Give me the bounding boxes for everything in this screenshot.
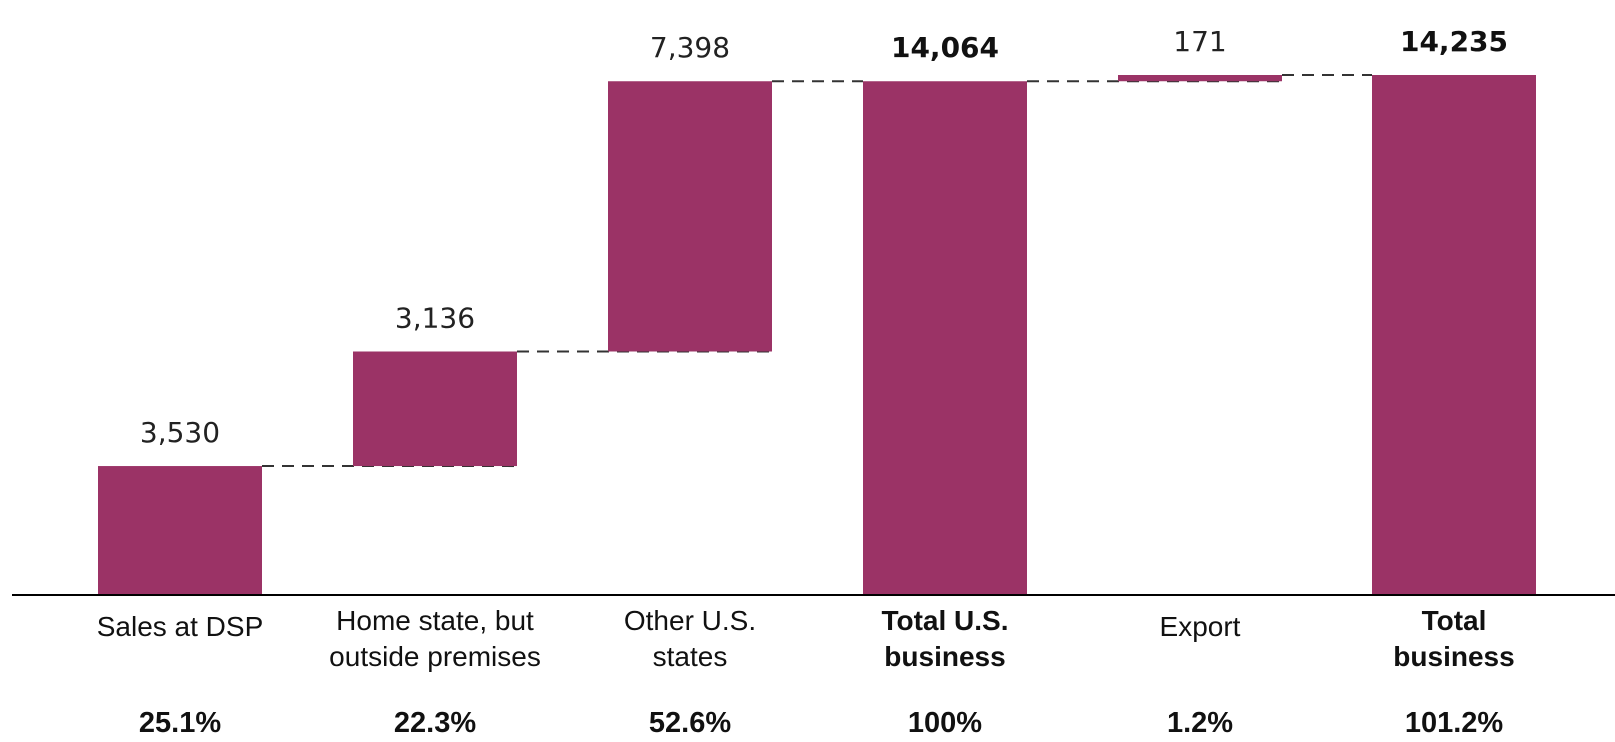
percentage-label: 100% [908, 707, 982, 739]
value-label: 7,398 [650, 31, 730, 64]
bar-2 [353, 351, 517, 467]
value-label: 14,235 [1400, 25, 1508, 58]
percentage-labels: 25.1% 22.3% 52.6% 100% 1.2% 101.2% [139, 707, 1504, 739]
bars [98, 75, 1536, 595]
value-labels: 3,530 3,136 7,398 14,064 171 14,235 [140, 25, 1508, 449]
category-label: Home state, but outside premises [329, 605, 541, 672]
category-label: Export [1160, 611, 1241, 642]
category-label: Sales at DSP [97, 611, 264, 642]
percentage-label: 1.2% [1167, 707, 1233, 739]
category-label: Total U.S. business [881, 605, 1008, 672]
value-label: 171 [1173, 25, 1226, 58]
value-label: 14,064 [891, 31, 999, 64]
percentage-label: 52.6% [649, 707, 731, 739]
bar-1 [98, 466, 262, 595]
category-label: Total business [1393, 605, 1514, 672]
bar-6 [1372, 75, 1536, 595]
value-label: 3,530 [140, 416, 220, 449]
percentage-label: 25.1% [139, 707, 221, 739]
percentage-label: 22.3% [394, 707, 476, 739]
value-label: 3,136 [395, 301, 475, 334]
bar-3 [608, 81, 772, 352]
category-label: Other U.S. states [624, 605, 756, 672]
category-labels: Sales at DSP Home state, but outside premi… [97, 605, 1515, 672]
bar-5 [1118, 75, 1282, 82]
percentage-label: 101.2% [1405, 707, 1504, 739]
bar-4 [863, 81, 1027, 595]
